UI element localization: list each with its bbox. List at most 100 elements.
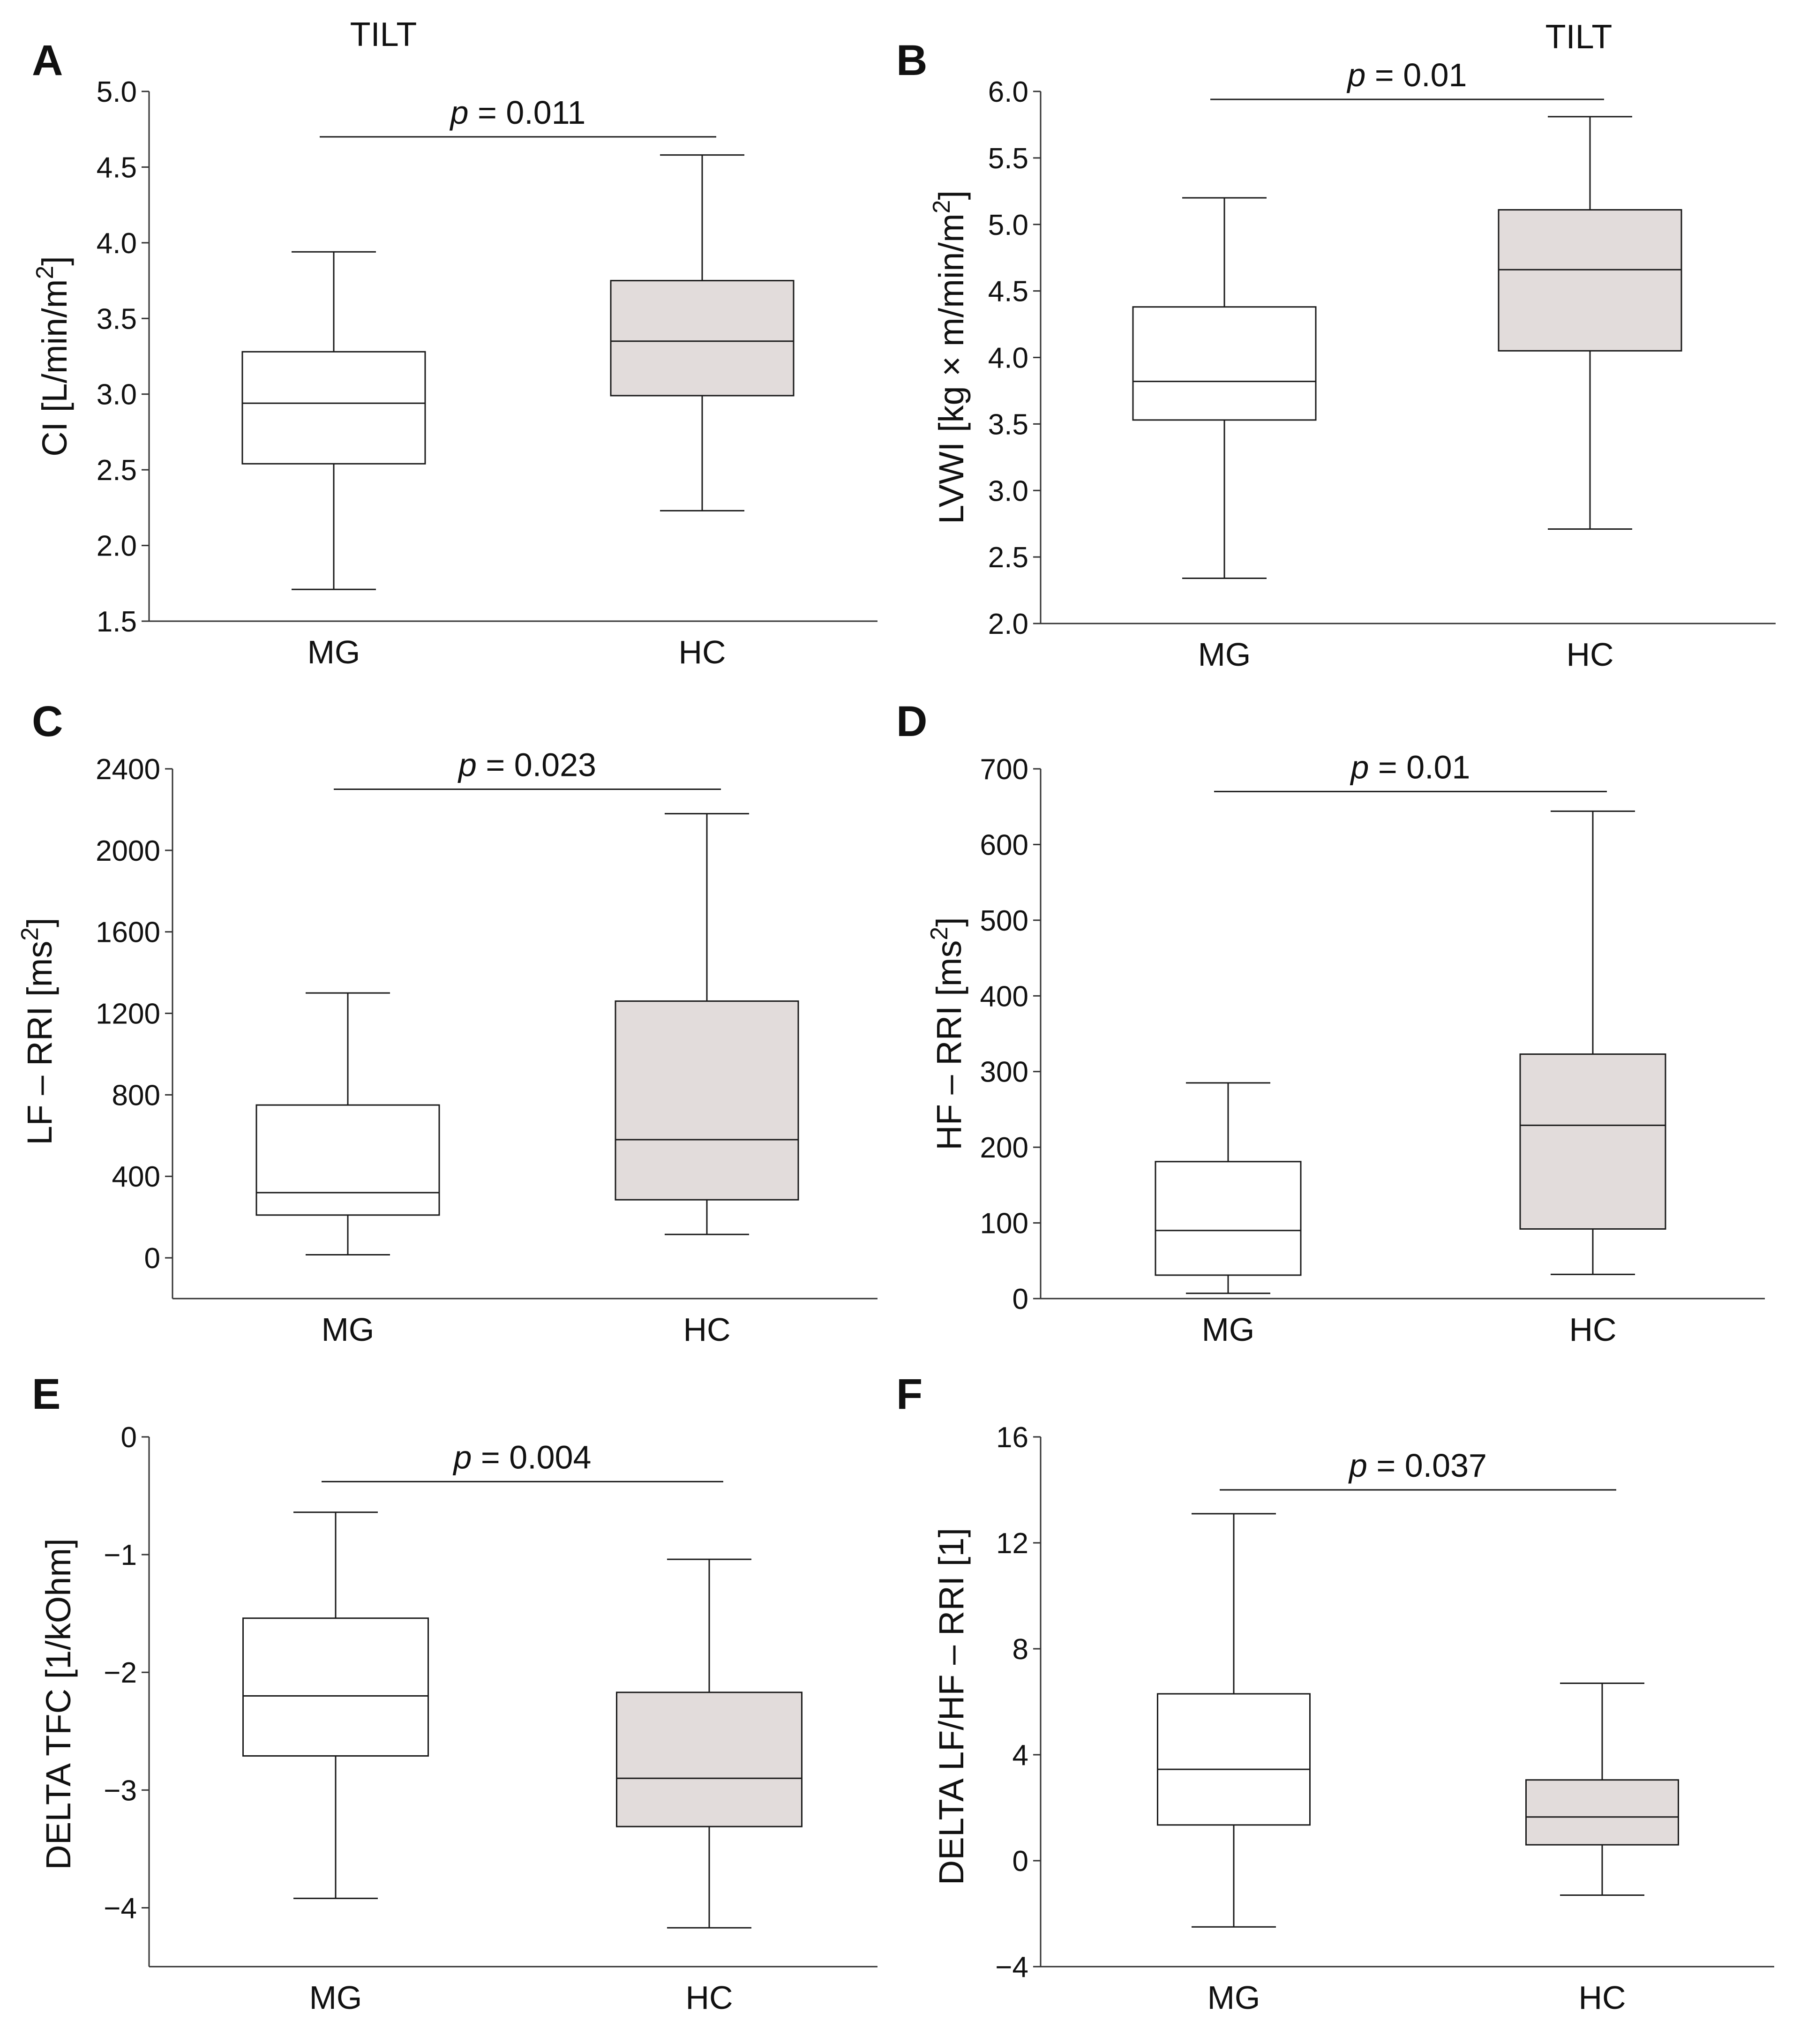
y-tick-label: 1200 [96, 998, 160, 1030]
p-value-label: p = 0.004 [453, 1439, 592, 1475]
panel-title: TILT [1545, 18, 1612, 56]
y-tick-label: 200 [980, 1132, 1028, 1164]
x-category-label: MG [309, 1979, 362, 2016]
y-tick-label: 100 [980, 1208, 1028, 1240]
y-tick-label: −4 [104, 1892, 137, 1924]
x-category-label: MG [308, 634, 360, 670]
iqr-box [255, 1104, 440, 1216]
y-tick-label: 4.5 [97, 151, 137, 184]
panel-f: F DELTA LF/HF – RRI [1] −4 0 4 8 12 16 MG HC p = 0… [896, 1370, 1774, 2016]
y-tick-label: 1600 [96, 917, 160, 949]
y-tick-label: 300 [980, 1056, 1028, 1089]
box-mg [1155, 1082, 1302, 1294]
p-value-label: p = 0.011 [450, 94, 586, 131]
x-category-label: HC [678, 634, 726, 670]
panel-letter: B [896, 37, 927, 84]
box-hc [1519, 810, 1666, 1275]
y-tick-label: 0 [121, 1421, 137, 1454]
box-mg [241, 251, 426, 590]
iqr-box [1132, 306, 1317, 421]
y-tick-label: 800 [112, 1079, 160, 1112]
y-tick-label: 2400 [96, 753, 160, 786]
panel-letter: E [32, 1370, 60, 1418]
y-tick-label: −4 [995, 1951, 1028, 1984]
y-tick-label: 400 [980, 980, 1028, 1013]
y-tick-label: 0 [144, 1242, 160, 1275]
panel-a: A TILT CI [L/min/m2] 1.5 2.0 2.5 3.0 3.5 4.0 4.5 5… [31, 16, 878, 670]
panel-letter: D [896, 698, 927, 745]
y-tick-label: −2 [104, 1657, 137, 1689]
panel-c: C LF – RRI [ms2] 0 400 800 1200 1600 2000 2400 MG… [16, 698, 878, 1348]
x-category-label: HC [1578, 1979, 1626, 2016]
box-hc [1525, 1682, 1679, 1896]
y-tick-label: 600 [980, 829, 1028, 861]
y-tick-label: 4 [1012, 1739, 1028, 1772]
box-mg [1157, 1513, 1311, 1928]
p-value-label: p = 0.01 [1350, 749, 1470, 785]
x-category-label: HC [683, 1311, 730, 1348]
p-value-label: p = 0.037 [1348, 1447, 1487, 1484]
y-tick-label: 3.0 [97, 379, 137, 411]
panel-letter: F [896, 1370, 922, 1418]
x-category-label: MG [1202, 1311, 1255, 1348]
y-axis-label: DELTA TFC [1/kOhm] [39, 1538, 78, 1870]
y-tick-label: 5.5 [988, 143, 1028, 175]
y-axis-label: HF – RRI [ms2] [925, 917, 968, 1150]
p-value-label: p = 0.023 [458, 746, 596, 783]
p-value-label: p = 0.01 [1347, 57, 1467, 93]
box-mg [242, 1511, 429, 1899]
panel-d: D HF – RRI [ms2] 0 100 200 300 400 500 600 700 MG H… [896, 698, 1765, 1348]
box-hc [610, 154, 795, 511]
iqr-box [1157, 1693, 1311, 1826]
y-axis-label: DELTA LF/HF – RRI [1] [932, 1528, 971, 1885]
box-mg [1132, 197, 1317, 579]
x-category-label: HC [1566, 636, 1613, 673]
iqr-box [1498, 209, 1682, 352]
y-tick-label: −1 [104, 1539, 137, 1571]
y-tick-label: 2000 [96, 835, 160, 867]
iqr-box [1525, 1779, 1679, 1846]
box-hc [615, 813, 799, 1235]
y-tick-label: 4.5 [988, 276, 1028, 308]
y-tick-label: 12 [996, 1527, 1028, 1560]
x-category-label: HC [1569, 1311, 1616, 1348]
y-tick-label: 700 [980, 753, 1028, 786]
y-tick-label: 4.0 [988, 342, 1028, 375]
x-category-label: HC [685, 1979, 733, 2016]
box-mg [255, 992, 440, 1256]
panel-e: E DELTA TFC [1/kOhm] −4 −3 −2 −1 0 MG HC p = 0.00… [32, 1370, 878, 2016]
panel-title: TILT [350, 16, 417, 53]
y-tick-label: 400 [112, 1161, 160, 1193]
iqr-box [241, 351, 426, 465]
panel-letter: C [32, 698, 63, 745]
panel-letter: A [32, 37, 63, 84]
iqr-box [1155, 1161, 1302, 1276]
y-tick-label: 3.5 [97, 303, 137, 335]
y-tick-label: 8 [1012, 1633, 1028, 1666]
y-axis-label: CI [L/min/m2] [31, 256, 74, 457]
y-tick-label: 16 [996, 1421, 1028, 1454]
y-tick-label: 2.5 [988, 541, 1028, 574]
y-tick-label: 2.0 [988, 608, 1028, 640]
iqr-box [615, 1000, 799, 1201]
x-category-label: MG [1208, 1979, 1260, 2016]
y-tick-label: 1.5 [97, 606, 137, 638]
iqr-box [1519, 1053, 1666, 1230]
x-category-label: MG [322, 1311, 375, 1348]
box-hc [1498, 116, 1682, 530]
y-axis-label: LVWI [kg × m/min/m2] [928, 190, 971, 524]
x-category-label: MG [1198, 636, 1251, 673]
y-tick-label: 2.5 [97, 454, 137, 487]
y-axis-label: LF – RRI [ms2] [16, 917, 59, 1145]
iqr-box [242, 1617, 429, 1757]
y-tick-label: 3.5 [988, 408, 1028, 441]
y-tick-label: 2.0 [97, 530, 137, 563]
y-tick-label: 500 [980, 905, 1028, 937]
y-tick-label: −3 [104, 1774, 137, 1807]
y-tick-label: 5.0 [988, 209, 1028, 241]
iqr-box [616, 1691, 802, 1827]
box-hc [616, 1558, 802, 1929]
y-tick-label: 0 [1012, 1845, 1028, 1878]
y-tick-label: 4.0 [97, 227, 137, 260]
